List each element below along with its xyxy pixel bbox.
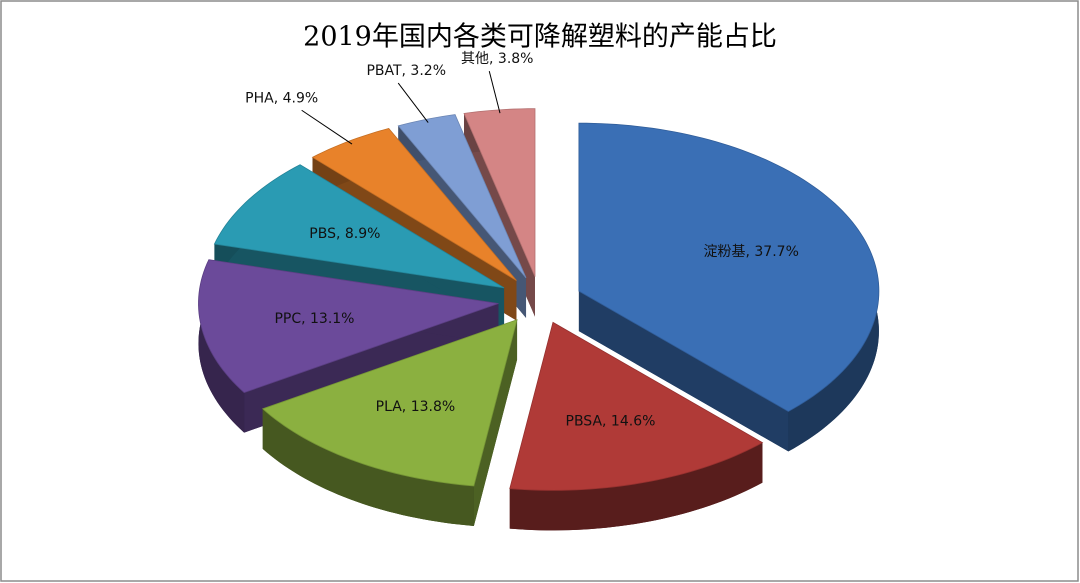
leader-line (397, 82, 429, 123)
slice (509, 321, 764, 491)
slice (213, 164, 505, 289)
data-label: 淀粉基, 37.7% (704, 243, 799, 260)
leader-line (488, 71, 501, 114)
leader-line (301, 109, 353, 145)
slice-tops (198, 108, 880, 491)
slice (198, 259, 499, 394)
data-label: PLA, 13.8% (376, 399, 456, 415)
data-label: PBS, 8.9% (309, 226, 380, 242)
chart-title: 2019年国内各类可降解塑料的产能占比 (303, 22, 777, 53)
slice-radial-wall (578, 291, 789, 452)
data-label: PHA, 4.9% (245, 90, 318, 106)
labels: 淀粉基, 37.7% PBSA, 14.6% PLA, 13.8% PPC, 13.1… (245, 51, 799, 429)
data-label: PBAT, 3.2% (366, 63, 446, 79)
slice-radial-wall (473, 319, 518, 526)
slice (578, 122, 880, 412)
data-label: PBSA, 14.6% (566, 413, 656, 429)
slice-outer-wall (262, 408, 474, 526)
slice-outer-wall (198, 259, 245, 433)
slice-outer-wall (509, 442, 763, 531)
data-label: 其他, 3.8% (461, 51, 533, 67)
data-label: PPC, 13.1% (274, 311, 354, 327)
slice (261, 319, 518, 487)
